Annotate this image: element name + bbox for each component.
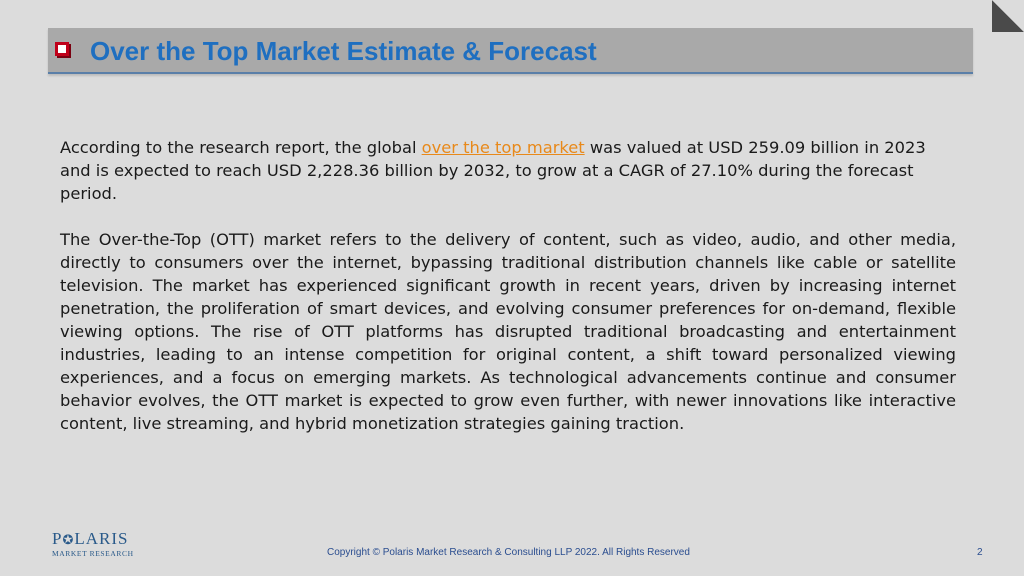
paragraph-market-value: According to the research report, the gl… (60, 136, 956, 205)
paragraph-text-start: According to the research report, the gl… (60, 138, 422, 157)
square-bullet-icon (55, 42, 69, 56)
footer-copyright: Copyright © Polaris Market Research & Co… (327, 547, 690, 558)
logo-subtitle: MARKET RESEARCH (52, 549, 134, 558)
page-number: 2 (977, 547, 983, 558)
paragraph-text-end: was valued at USD 259.09 billion in 2023… (60, 138, 926, 203)
slide-title: Over the Top Market Estimate & Forecast (90, 36, 597, 66)
paragraph-market-description: The Over-the-Top (OTT) market refers to … (60, 230, 956, 433)
polaris-logo: P✪LARIS MARKET RESEARCH (52, 530, 142, 564)
logo-wordmark: P✪LARIS (52, 529, 129, 548)
title-bar: Over the Top Market Estimate & Forecast (48, 28, 973, 74)
star-o-icon: ✪ (62, 532, 75, 547)
market-report-link[interactable]: over the top market (421, 138, 585, 157)
slide-body: According to the research report, the gl… (60, 136, 956, 435)
corner-fold-icon (992, 0, 1024, 32)
